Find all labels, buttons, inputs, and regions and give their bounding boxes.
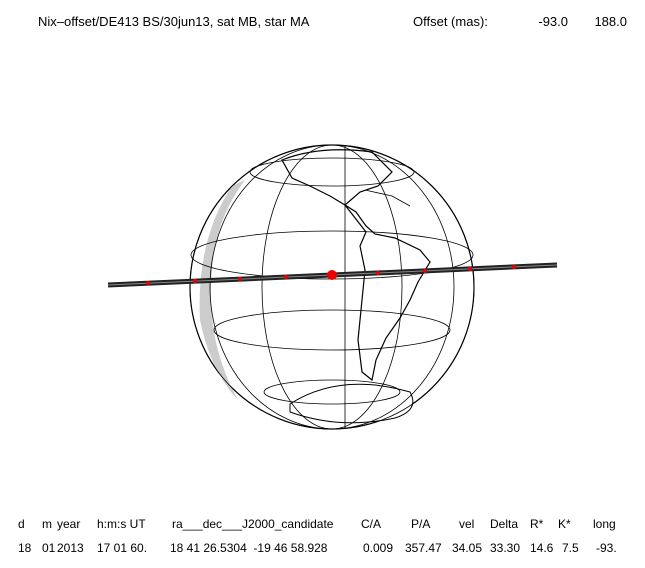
- title: Nix–offset/DE413 BS/30jun13, sat MB, sta…: [38, 14, 310, 29]
- event-table: d m year h:m:s UT ra___dec___J2000_candidate…: [18, 517, 617, 555]
- column-header: P/A: [411, 517, 430, 531]
- table-cell: 2013: [57, 541, 84, 555]
- column-header: ra___dec___J2000_candidate: [172, 517, 334, 531]
- column-header: Delta: [490, 517, 518, 531]
- globe: [107, 144, 558, 430]
- column-header: vel: [459, 517, 474, 531]
- table-cell: 17 01 60.: [97, 541, 147, 555]
- table-cell: 14.6: [530, 541, 554, 555]
- column-header: C/A: [361, 517, 381, 531]
- table-cell: 357.47: [405, 541, 442, 555]
- table-cell: 18: [18, 541, 32, 555]
- table-cell: 7.5: [562, 541, 579, 555]
- offset-label: Offset (mas):: [413, 14, 488, 29]
- column-header: year: [57, 517, 80, 531]
- table-cell: -93.: [596, 541, 617, 555]
- table-cell: 34.05: [452, 541, 482, 555]
- column-header: long: [593, 517, 616, 531]
- offset-x: -93.0: [538, 14, 568, 29]
- column-header: R*: [530, 517, 544, 531]
- column-header: K*: [558, 517, 571, 531]
- column-header: h:m:s UT: [97, 517, 146, 531]
- table-cell: 01: [42, 541, 56, 555]
- column-header: m: [42, 517, 52, 531]
- table-cell: 0.009: [363, 541, 393, 555]
- column-header: d: [18, 517, 25, 531]
- offset-y: 188.0: [594, 14, 627, 29]
- table-cell: 33.30: [490, 541, 520, 555]
- table-cell: 18 41 26.5304 -19 46 58.928: [170, 541, 328, 555]
